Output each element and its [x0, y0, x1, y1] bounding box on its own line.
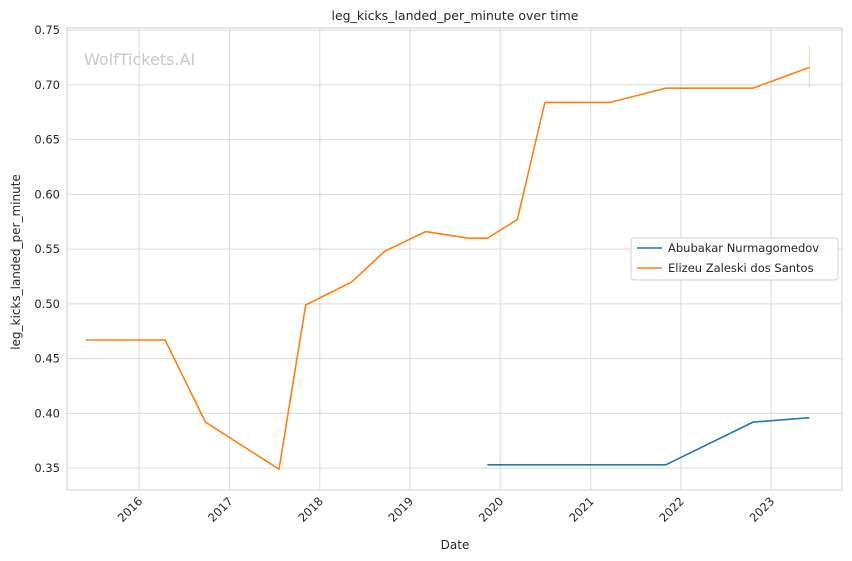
- legend: Abubakar Nurmagomedov Elizeu Zaleski dos…: [630, 237, 839, 281]
- chart-title: leg_kicks_landed_per_minute over time: [332, 8, 579, 23]
- series-layer: [85, 46, 810, 471]
- grid: [67, 28, 842, 490]
- y-tick-label: 0.70: [34, 78, 60, 92]
- y-tick-label: 0.40: [34, 406, 60, 420]
- watermark: WolfTickets.AI: [84, 50, 195, 69]
- y-tick-label: 0.75: [34, 23, 60, 37]
- y-tick-label: 0.65: [34, 133, 60, 147]
- series-line-0: [487, 416, 810, 466]
- y-axis-ticks: 0.35 0.40 0.45 0.50 0.55 0.60 0.65 0.70 0.75: [34, 23, 60, 475]
- y-tick-label: 0.55: [34, 242, 60, 256]
- plot-frame: [66, 27, 843, 491]
- y-tick-label: 0.35: [34, 461, 60, 475]
- y-axis-title: leg_kicks_landed_per_minute: [9, 174, 23, 350]
- x-axis-title: Date: [441, 538, 470, 552]
- y-tick-label: 0.50: [34, 297, 60, 311]
- y-tick-label: 0.60: [34, 187, 60, 201]
- series-line-1: [85, 66, 810, 471]
- legend-label-abubakar: Abubakar Nurmagomedov: [668, 241, 819, 255]
- legend-label-elizeu: Elizeu Zaleski dos Santos: [668, 261, 814, 275]
- y-tick-label: 0.45: [34, 352, 60, 366]
